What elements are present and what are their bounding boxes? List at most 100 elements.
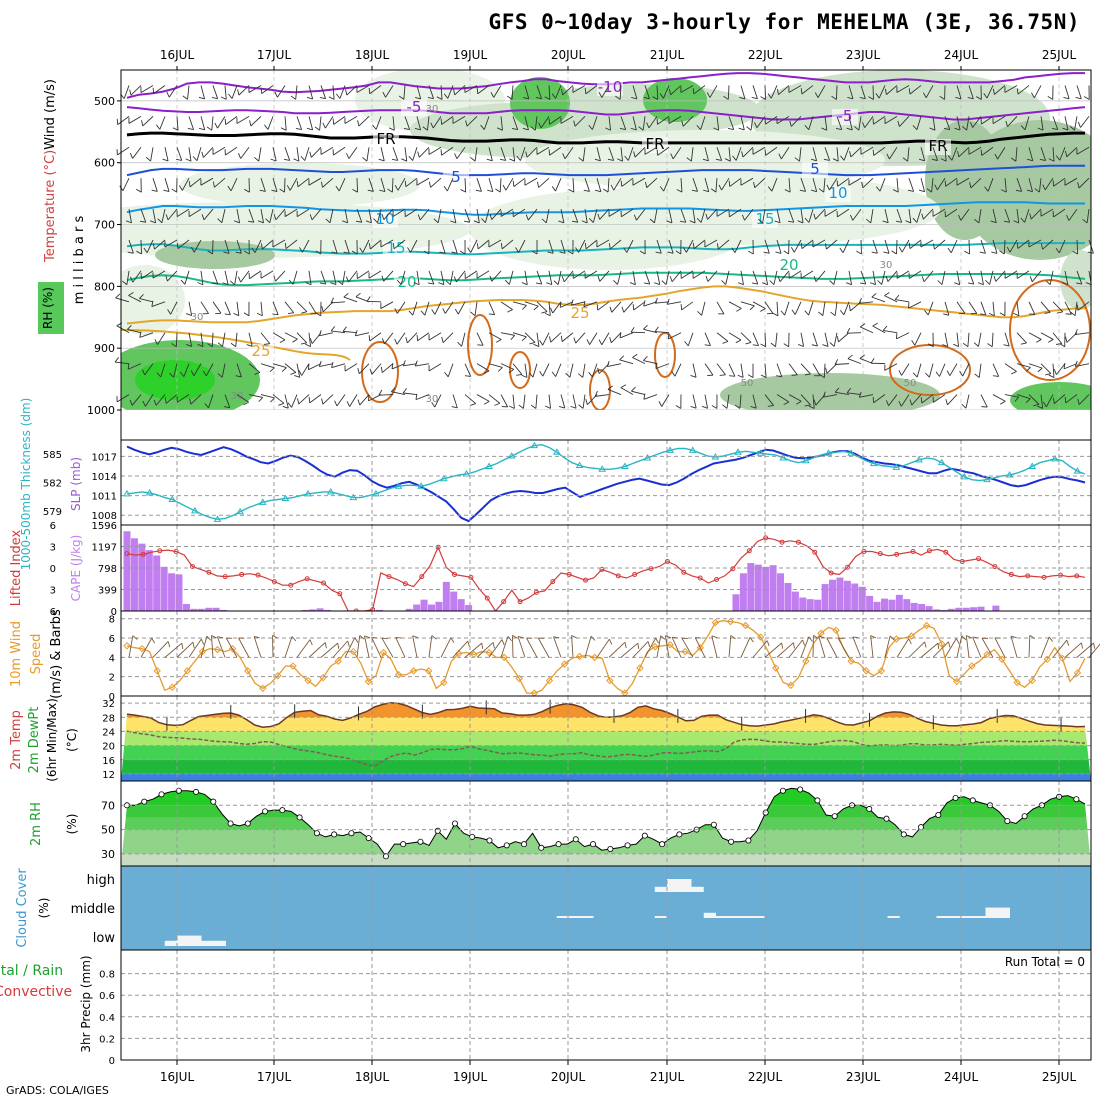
wind-barb — [967, 270, 975, 285]
wind-barb — [1037, 394, 1044, 409]
wind-barb — [721, 270, 730, 285]
precip-tick-label: 0.2 — [99, 1034, 115, 1045]
chart-title: GFS 0~10day 3-hourly for MEHELMA (3E, 36… — [488, 10, 1080, 34]
rh-marker — [624, 842, 631, 849]
wind-barb — [1066, 208, 1078, 221]
wind-barb — [1028, 239, 1042, 248]
wind-barb — [762, 270, 769, 286]
wind-barb — [829, 270, 838, 285]
wind-barb — [480, 116, 490, 130]
date-label-top: 24JUL — [944, 48, 979, 62]
wind-barb — [787, 208, 795, 223]
wind-barb — [290, 85, 298, 100]
wind-barb — [467, 239, 478, 253]
wind-speed-marker — [937, 640, 946, 648]
li-marker — [124, 551, 130, 557]
wind-barb — [282, 394, 289, 409]
wind-barb — [153, 394, 166, 406]
cape-bar — [130, 538, 138, 611]
wind-barb-10m — [681, 637, 694, 658]
wind-speed-marker — [922, 621, 931, 630]
wind-barb — [560, 332, 574, 342]
wind-barb — [654, 326, 670, 334]
wind-barb — [658, 394, 670, 407]
wind-barb — [408, 301, 418, 316]
wind-barb — [197, 270, 204, 286]
isotherm-label: FR — [645, 135, 664, 153]
thickness-marker — [258, 498, 267, 505]
wind-barb — [1062, 270, 1069, 286]
wind-barb — [846, 327, 862, 334]
wind-barb — [345, 85, 358, 96]
wind-barb — [907, 178, 915, 192]
cape-bar — [754, 564, 762, 611]
wind-barb — [609, 332, 622, 344]
cape-bar — [836, 577, 844, 611]
wind-barb — [777, 270, 790, 282]
wind-barb — [738, 116, 745, 131]
wind-barb — [443, 85, 454, 99]
slp-tick-label: 1011 — [92, 492, 117, 503]
wind-barb — [115, 293, 130, 303]
wind-barb — [944, 208, 958, 218]
wind-barb — [607, 385, 622, 395]
wind-barb — [624, 147, 634, 161]
wind-barb-10m — [517, 636, 526, 658]
isotherm-label: 5 — [451, 168, 461, 186]
wind-barb — [1051, 116, 1059, 130]
wind-barb — [1077, 116, 1090, 128]
temp-tick-label: 20 — [102, 742, 115, 753]
wind-barb — [605, 116, 612, 131]
wind-barb — [530, 116, 538, 131]
wind-barb-10m — [412, 635, 419, 658]
wind-barb — [752, 301, 766, 312]
rh-marker — [969, 797, 976, 804]
wind-barb — [619, 332, 634, 339]
wind-barb — [496, 116, 503, 131]
wind-barb — [381, 270, 394, 282]
wind-barb — [992, 394, 1006, 405]
cape-bar — [843, 580, 851, 611]
wind-barb — [885, 270, 898, 282]
wind-speed-marker — [681, 647, 689, 656]
date-label-bottom: 23JUL — [846, 1070, 881, 1084]
cape-bar — [123, 531, 131, 611]
isotherm-label: -10 — [598, 78, 623, 96]
wind-barb — [754, 116, 766, 129]
wind-barb — [764, 301, 774, 315]
wind-tick-label: 0 — [109, 692, 115, 703]
precip-conv-label: Convective — [0, 984, 72, 1000]
wind-speed-marker — [983, 650, 991, 659]
li-marker — [435, 544, 441, 550]
wind-barb — [854, 116, 862, 131]
wind-barb-10m — [308, 642, 327, 658]
wind-barb — [723, 85, 730, 100]
wind-barb — [1016, 394, 1031, 403]
wind-barb — [525, 146, 538, 158]
precip-ylabel: 3hr Precip (mm) — [79, 955, 93, 1052]
wind-barb — [284, 239, 298, 250]
rh-marker — [900, 831, 907, 838]
wind-barb — [328, 85, 335, 100]
wind-speed-marker — [123, 642, 131, 650]
wind-barb-10m — [152, 641, 171, 658]
wind-barb — [186, 301, 193, 316]
wind-barb-10m — [826, 637, 838, 658]
temp-fill-bands — [121, 702, 1091, 781]
thickness-marker — [281, 494, 290, 502]
wind-barb — [330, 297, 346, 304]
wind-barb — [845, 270, 853, 286]
wind-barb — [757, 209, 766, 224]
wind-barb — [954, 116, 961, 131]
wind-barb — [1041, 239, 1054, 250]
wind-barb — [321, 394, 334, 405]
li-marker — [190, 564, 196, 570]
wind-barb — [703, 178, 710, 193]
wind-barb — [689, 209, 696, 224]
rh-marker — [866, 805, 873, 812]
wind-plot — [123, 617, 1086, 696]
wind-barb — [235, 363, 242, 378]
thickness-marker — [485, 462, 493, 469]
wind-barb — [272, 301, 279, 316]
wind-barb — [885, 394, 898, 406]
